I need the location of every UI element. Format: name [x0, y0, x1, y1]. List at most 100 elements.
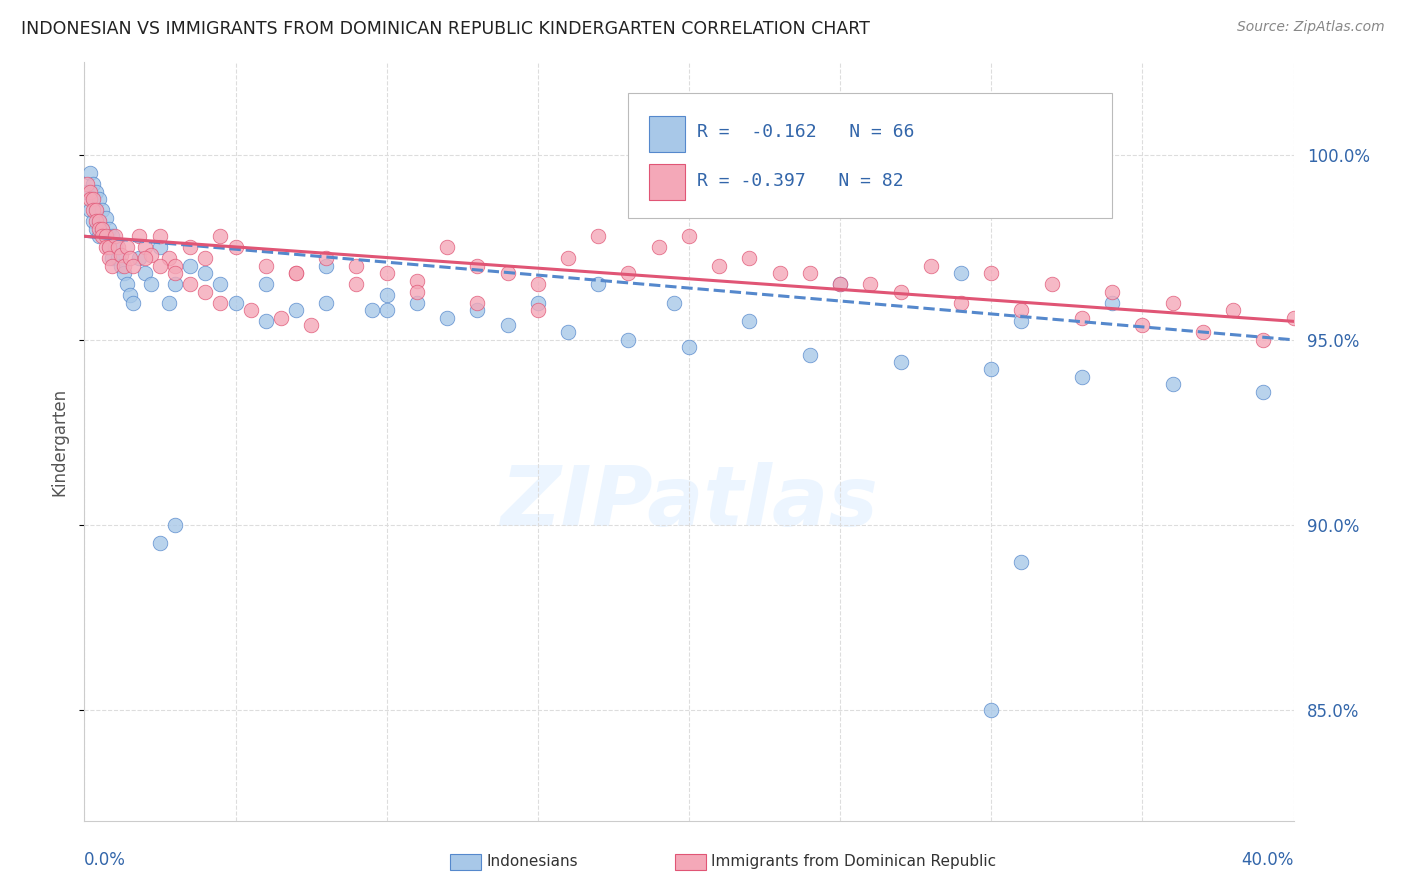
Point	[315, 296, 337, 310]
Point	[110, 248, 132, 262]
Point	[270, 310, 292, 325]
Point	[82, 214, 104, 228]
Point	[375, 303, 398, 318]
Text: ZIPatlas: ZIPatlas	[501, 462, 877, 542]
Point	[920, 259, 942, 273]
Point	[86, 222, 108, 236]
Point	[86, 185, 108, 199]
Point	[436, 310, 458, 325]
Point	[496, 266, 519, 280]
Point	[375, 288, 398, 302]
Text: 40.0%: 40.0%	[1241, 851, 1294, 869]
Point	[165, 277, 187, 292]
Point	[194, 285, 217, 299]
Point	[557, 252, 579, 266]
Point	[91, 203, 114, 218]
Point	[149, 259, 172, 273]
Point	[588, 277, 610, 292]
Point	[89, 214, 111, 228]
Point	[91, 222, 114, 236]
Text: Indonesians: Indonesians	[486, 855, 578, 869]
Point	[360, 303, 382, 318]
Point	[89, 214, 111, 228]
Point	[557, 326, 579, 340]
Point	[82, 203, 104, 218]
Point	[769, 266, 792, 280]
Point	[79, 192, 101, 206]
Text: INDONESIAN VS IMMIGRANTS FROM DOMINICAN REPUBLIC KINDERGARTEN CORRELATION CHART: INDONESIAN VS IMMIGRANTS FROM DOMINICAN …	[21, 20, 870, 37]
Point	[112, 259, 135, 273]
Point	[149, 536, 172, 550]
Point	[980, 266, 1002, 280]
Text: Source: ZipAtlas.com: Source: ZipAtlas.com	[1237, 20, 1385, 34]
Point	[254, 277, 277, 292]
Point	[91, 229, 114, 244]
Point	[97, 240, 120, 254]
Point	[799, 348, 821, 362]
Point	[830, 277, 852, 292]
Point	[100, 259, 122, 273]
Point	[79, 203, 101, 218]
Bar	[650, 115, 685, 152]
Point	[157, 252, 180, 266]
Point	[134, 266, 156, 280]
Point	[97, 240, 120, 254]
Point	[107, 252, 129, 266]
Point	[285, 266, 308, 280]
Point	[375, 266, 398, 280]
Point	[79, 185, 101, 199]
Point	[91, 222, 114, 236]
Point	[100, 229, 122, 244]
Point	[738, 252, 761, 266]
Point	[738, 314, 761, 328]
Point	[165, 266, 187, 280]
Point	[128, 252, 150, 266]
Point	[139, 248, 162, 262]
Point	[157, 296, 180, 310]
Point	[1192, 326, 1215, 340]
Point	[225, 240, 247, 254]
Point	[165, 259, 187, 273]
Point	[118, 288, 141, 302]
Point	[115, 240, 138, 254]
Point	[121, 259, 143, 273]
Point	[179, 240, 201, 254]
Point	[299, 318, 322, 332]
Point	[94, 240, 117, 254]
Point	[139, 277, 162, 292]
Point	[527, 303, 550, 318]
Point	[254, 314, 277, 328]
Text: Immigrants from Dominican Republic: Immigrants from Dominican Republic	[711, 855, 997, 869]
Point	[118, 252, 141, 266]
Point	[1071, 310, 1094, 325]
Point	[950, 296, 973, 310]
Point	[1161, 296, 1184, 310]
Point	[94, 229, 117, 244]
Point	[1222, 303, 1244, 318]
Point	[110, 259, 132, 273]
Point	[86, 203, 108, 218]
Point	[115, 277, 138, 292]
Point	[315, 252, 337, 266]
Point	[225, 296, 247, 310]
Point	[112, 266, 135, 280]
Point	[662, 296, 685, 310]
Point	[496, 318, 519, 332]
Point	[588, 229, 610, 244]
Point	[406, 274, 429, 288]
Point	[467, 296, 489, 310]
Point	[1130, 318, 1153, 332]
Point	[406, 285, 429, 299]
Point	[209, 277, 232, 292]
Text: R =  -0.162   N = 66: R = -0.162 N = 66	[697, 123, 915, 141]
Point	[1011, 314, 1033, 328]
Point	[86, 214, 108, 228]
Point	[104, 229, 127, 244]
Point	[436, 240, 458, 254]
Point	[950, 266, 973, 280]
Point	[1040, 277, 1063, 292]
Point	[467, 303, 489, 318]
Point	[467, 259, 489, 273]
Point	[179, 277, 201, 292]
Point	[100, 252, 122, 266]
